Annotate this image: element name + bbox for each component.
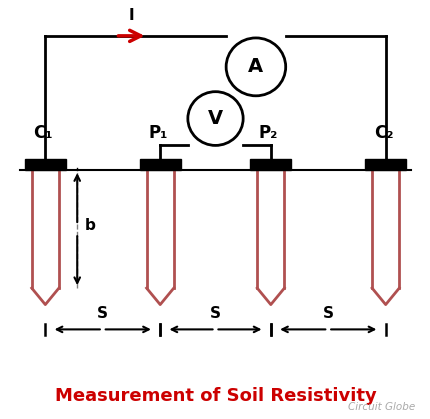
Text: I: I [129, 8, 134, 23]
Text: b: b [85, 217, 95, 233]
Text: Circuit Globe: Circuit Globe [347, 402, 415, 412]
Text: S: S [209, 306, 221, 321]
Circle shape [187, 92, 243, 145]
Text: Measurement of Soil Resistivity: Measurement of Soil Resistivity [55, 387, 375, 405]
Text: C₁: C₁ [34, 124, 53, 142]
Bar [139, 159, 180, 170]
Bar [25, 159, 66, 170]
Circle shape [226, 38, 285, 96]
Text: S: S [97, 306, 108, 321]
Bar [250, 159, 291, 170]
Text: P₁: P₁ [148, 124, 167, 142]
Text: A: A [248, 57, 263, 76]
Bar [364, 159, 405, 170]
Text: C₂: C₂ [373, 124, 393, 142]
Text: S: S [322, 306, 333, 321]
Text: V: V [207, 109, 223, 128]
Text: P₂: P₂ [258, 124, 278, 142]
